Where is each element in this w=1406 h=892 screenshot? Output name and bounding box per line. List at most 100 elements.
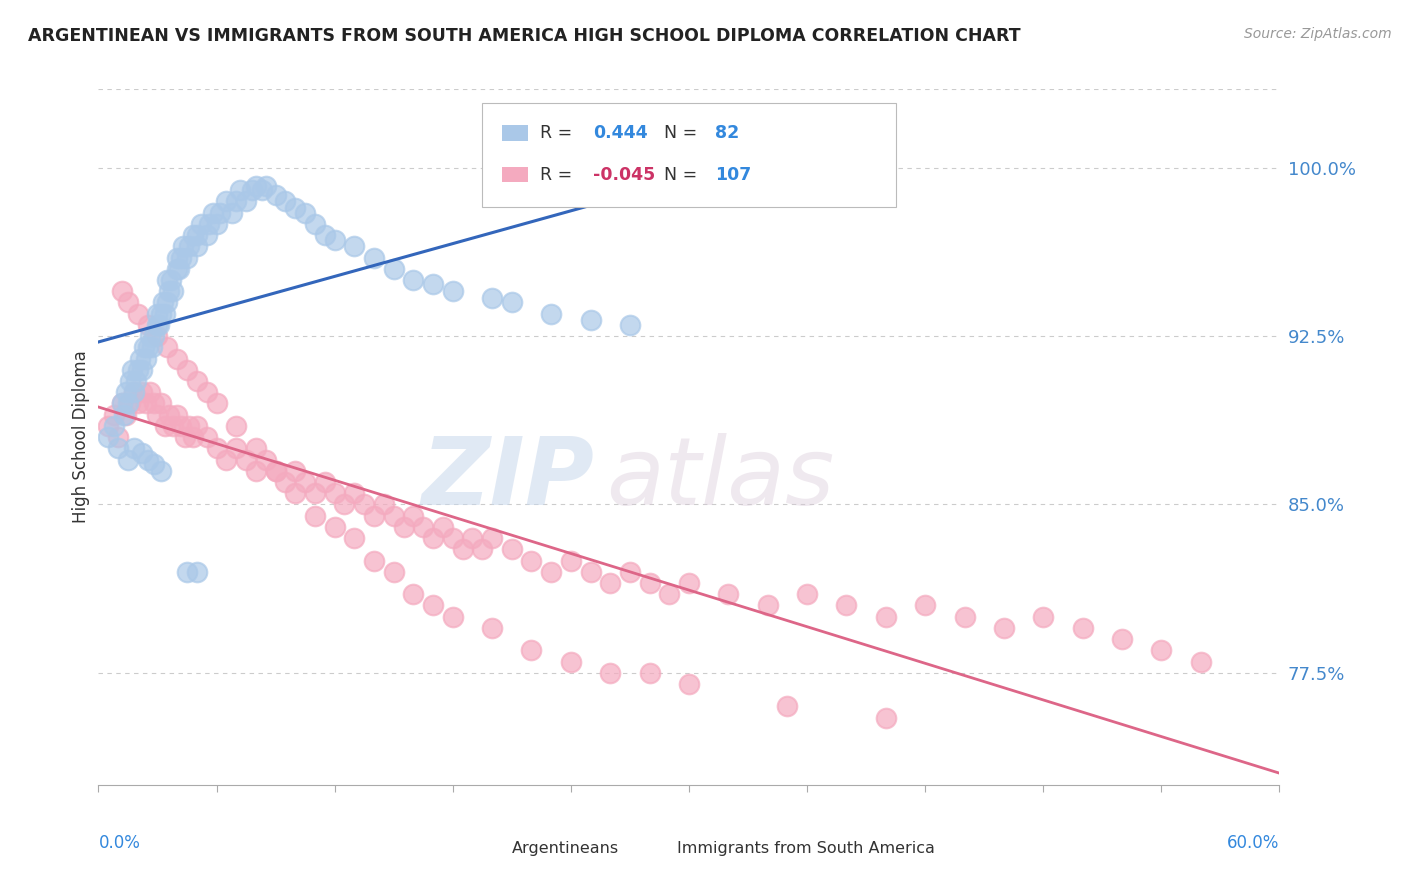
Text: R =: R = (540, 166, 578, 184)
Point (382, 565, 405, 579)
Point (150, 396, 173, 410)
Point (225, 418, 247, 433)
Point (136, 340, 159, 354)
Point (138, 329, 160, 343)
Point (131, 385, 153, 400)
Point (146, 408, 169, 422)
Text: Source: ZipAtlas.com: Source: ZipAtlas.com (1244, 27, 1392, 41)
Point (638, 576, 661, 591)
Point (245, 464, 267, 478)
Point (162, 418, 184, 433)
Text: 82: 82 (714, 124, 740, 142)
Text: 60.0%: 60.0% (1227, 834, 1279, 852)
Point (304, 486, 326, 500)
Point (97, 418, 120, 433)
Point (176, 363, 198, 377)
Point (166, 251, 188, 265)
Point (162, 284, 184, 298)
Point (117, 396, 139, 410)
Point (135, 396, 157, 410)
Text: R =: R = (540, 124, 578, 142)
Point (294, 205, 316, 219)
FancyBboxPatch shape (641, 840, 671, 856)
Point (432, 520, 454, 534)
Point (177, 418, 200, 433)
Point (155, 307, 177, 321)
Point (520, 553, 543, 567)
Point (579, 313, 602, 327)
Point (166, 408, 188, 422)
Point (195, 430, 218, 444)
Point (146, 329, 169, 343)
Point (382, 508, 405, 523)
Point (481, 291, 503, 305)
Point (131, 446, 153, 460)
Text: ARGENTINEAN VS IMMIGRANTS FROM SOUTH AMERICA HIGH SCHOOL DIPLOMA CORRELATION CHA: ARGENTINEAN VS IMMIGRANTS FROM SOUTH AME… (28, 27, 1021, 45)
Point (225, 442, 247, 456)
Point (264, 464, 287, 478)
Point (304, 217, 326, 231)
Point (717, 587, 740, 601)
Point (150, 307, 173, 321)
Point (520, 643, 543, 657)
Point (471, 542, 494, 557)
Point (678, 677, 700, 691)
Point (166, 261, 188, 276)
Point (1189, 655, 1212, 669)
Point (103, 408, 125, 422)
Point (451, 542, 474, 557)
Point (638, 665, 661, 680)
Point (142, 329, 165, 343)
Point (422, 599, 444, 613)
Point (176, 565, 198, 579)
Point (422, 277, 444, 292)
Point (152, 295, 174, 310)
Point (294, 475, 316, 489)
Point (441, 284, 464, 298)
FancyBboxPatch shape (477, 840, 505, 856)
Point (875, 711, 897, 725)
Text: 107: 107 (714, 166, 751, 184)
Point (205, 217, 228, 231)
Point (215, 194, 238, 209)
Point (181, 430, 204, 444)
Point (136, 452, 159, 467)
Point (118, 374, 141, 388)
Point (323, 520, 346, 534)
Point (97, 430, 120, 444)
Point (181, 228, 204, 243)
Point (209, 205, 232, 219)
Point (461, 531, 484, 545)
Point (186, 239, 208, 253)
Text: Argentineans: Argentineans (512, 841, 619, 855)
Point (1071, 621, 1094, 635)
Point (111, 284, 134, 298)
Point (156, 273, 179, 287)
Point (127, 396, 149, 410)
Point (914, 599, 936, 613)
Point (215, 452, 238, 467)
Point (343, 486, 366, 500)
Point (195, 385, 218, 400)
Point (177, 239, 200, 253)
Point (142, 396, 165, 410)
Point (254, 452, 277, 467)
Point (264, 187, 287, 202)
Point (174, 430, 197, 444)
Point (756, 599, 779, 613)
Point (284, 486, 307, 500)
Point (333, 497, 356, 511)
Point (157, 284, 180, 298)
Point (953, 609, 976, 624)
Point (186, 228, 208, 243)
Point (373, 497, 395, 511)
Point (205, 396, 228, 410)
Point (229, 183, 252, 197)
Point (245, 178, 267, 193)
Point (284, 201, 307, 215)
Point (148, 318, 170, 332)
Point (501, 542, 523, 557)
Text: 0.444: 0.444 (593, 124, 648, 142)
Point (343, 531, 366, 545)
Point (254, 178, 277, 193)
